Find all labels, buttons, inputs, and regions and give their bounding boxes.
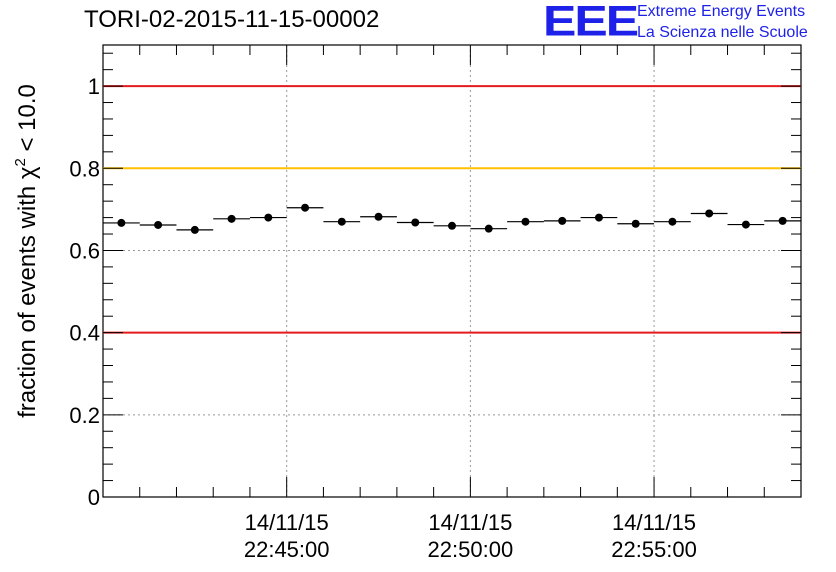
plot-frame	[102, 44, 802, 498]
data-point	[668, 217, 677, 226]
data-point	[741, 220, 750, 229]
x-tick-label-time: 22:50:00	[428, 537, 514, 562]
eee-logo-mark: EEE	[543, 0, 639, 46]
data-point	[227, 214, 236, 223]
data-point	[484, 224, 493, 233]
data-point	[521, 217, 530, 226]
x-tick-label-time: 22:45:00	[244, 537, 330, 562]
data-point	[558, 216, 567, 225]
y-axis-label-main: fraction of events with χ	[14, 166, 41, 418]
y-tick-label: 0.2	[69, 403, 100, 428]
y-axis-label-superscript: 2	[12, 158, 29, 166]
data-point	[301, 203, 310, 212]
x-tick-label-date: 14/11/15	[245, 510, 329, 535]
run-title: TORI-02-2015-11-15-00002	[84, 6, 380, 33]
y-tick-label: 0	[88, 485, 100, 510]
data-point	[190, 225, 199, 234]
logo-line-2: La Scienza nelle Scuole	[637, 24, 808, 41]
x-tick-label-date: 14/11/15	[612, 510, 696, 535]
data-point	[778, 216, 787, 225]
y-tick-label: 0.4	[69, 321, 100, 346]
data-point	[705, 209, 714, 218]
data-point	[594, 213, 603, 222]
data-point	[154, 220, 163, 229]
x-tick-label-date: 14/11/15	[428, 510, 512, 535]
y-tick-label: 0.8	[69, 156, 100, 181]
y-tick-label: 1	[88, 74, 100, 99]
data-point	[448, 221, 456, 230]
y-axis-label-suffix: < 10.0	[14, 84, 41, 158]
data-point	[411, 218, 420, 227]
x-tick-label-time: 22:55:00	[611, 537, 697, 562]
data-point	[264, 213, 273, 222]
logo-line-1: Extreme Energy Events	[637, 3, 806, 20]
data-point	[337, 217, 346, 226]
data-point	[117, 218, 126, 227]
y-axis-label: fraction of events with χ2 < 10.0	[12, 84, 41, 418]
data-point	[631, 219, 640, 228]
y-tick-label: 0.6	[69, 238, 100, 263]
data-point	[374, 212, 383, 221]
